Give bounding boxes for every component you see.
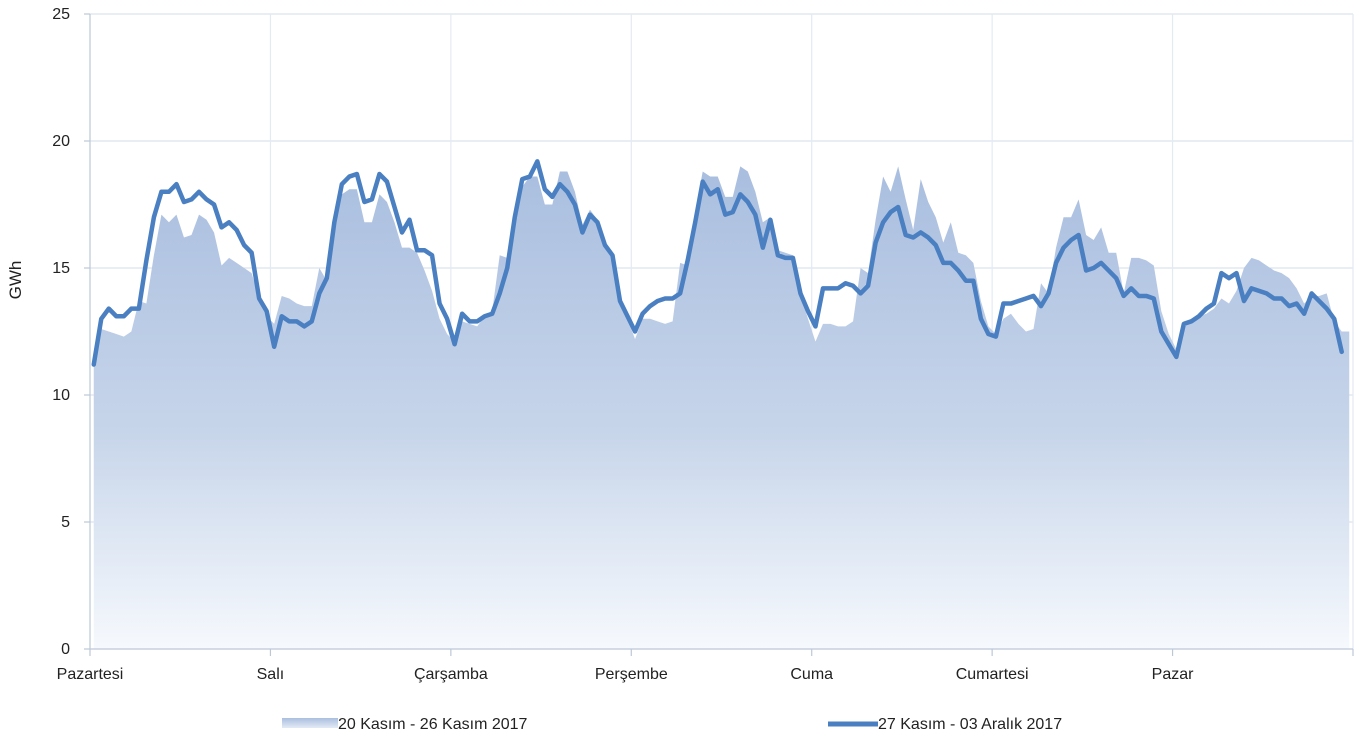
y-tick-label: 25 — [52, 6, 70, 23]
x-tick-label: Cumartesi — [956, 666, 1029, 683]
x-tick-label: Salı — [257, 666, 285, 683]
x-tick-label: Cuma — [790, 666, 833, 683]
y-tick-label: 0 — [61, 641, 70, 658]
x-tick-label: Pazartesi — [57, 666, 124, 683]
x-tick-label: Pazar — [1152, 666, 1194, 683]
legend-label-line: 27 Kasım - 03 Aralık 2017 — [878, 716, 1062, 733]
x-tick-label: Çarşamba — [414, 666, 488, 683]
x-tick-label: Perşembe — [595, 666, 668, 683]
y-tick-label: 10 — [52, 387, 70, 404]
y-tick-label: 15 — [52, 260, 70, 277]
legend: 20 Kasım - 26 Kasım 2017 27 Kasım - 03 A… — [282, 716, 1062, 733]
area-series — [93, 166, 1350, 649]
line-series — [91, 159, 1344, 367]
y-tick-label: 20 — [52, 133, 70, 150]
legend-swatch-area — [282, 718, 338, 728]
y-tick-label: 5 — [61, 514, 70, 531]
legend-label-area: 20 Kasım - 26 Kasım 2017 — [338, 716, 528, 733]
y-axis-title: GWh — [6, 261, 25, 300]
